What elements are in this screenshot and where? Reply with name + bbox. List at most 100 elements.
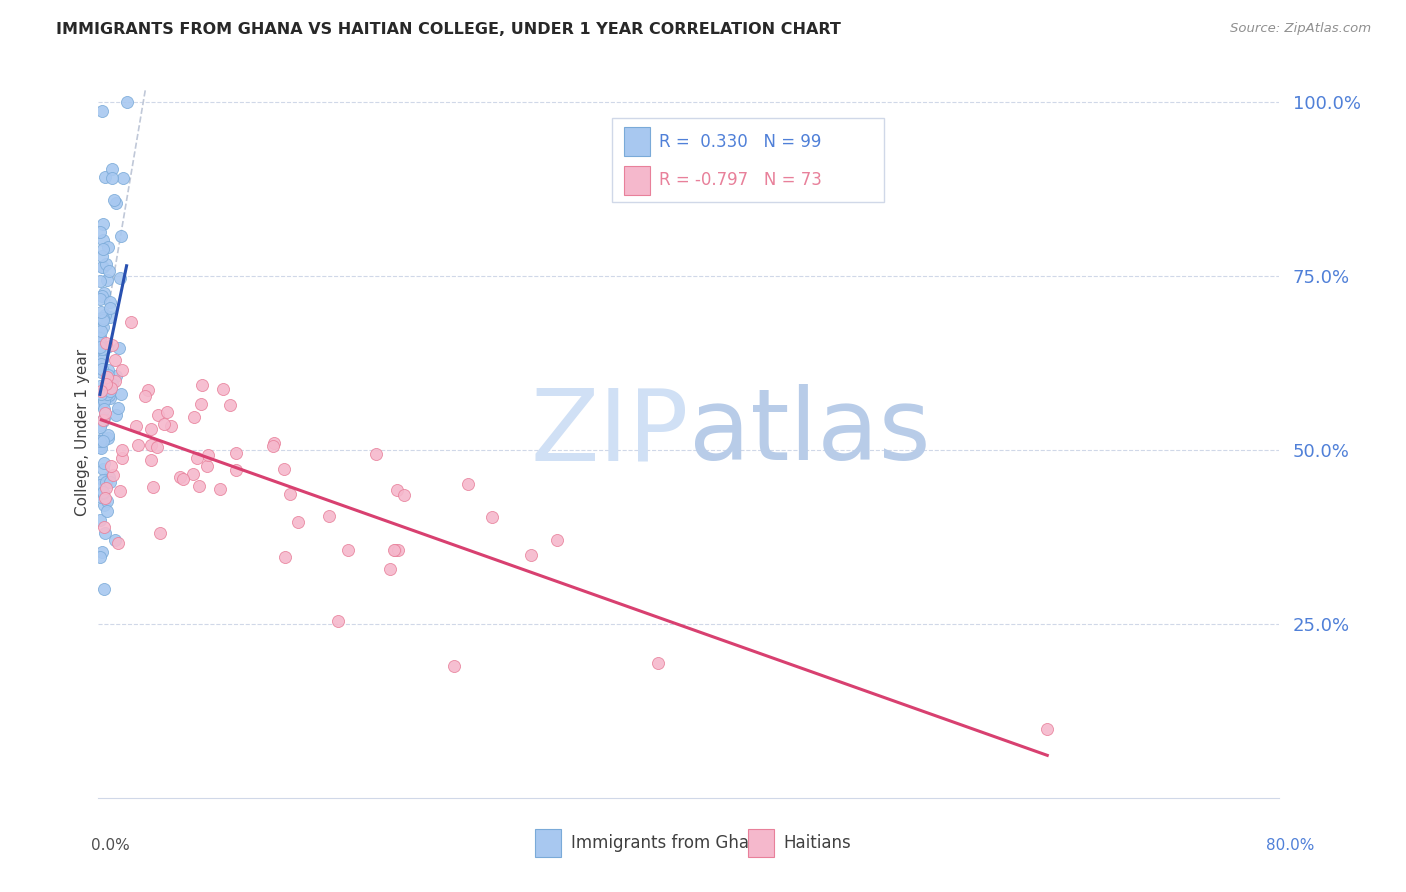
FancyBboxPatch shape bbox=[536, 829, 561, 857]
Point bbox=[385, 483, 408, 497]
Point bbox=[90, 396, 112, 410]
Point bbox=[97, 240, 120, 254]
Point bbox=[141, 437, 163, 451]
Text: Immigrants from Ghana: Immigrants from Ghana bbox=[571, 834, 769, 852]
Point bbox=[90, 324, 112, 338]
Point bbox=[94, 475, 117, 489]
Point bbox=[93, 462, 115, 476]
Point bbox=[89, 420, 111, 434]
Point bbox=[110, 229, 132, 244]
Point bbox=[89, 292, 111, 306]
Point bbox=[91, 484, 114, 499]
Point bbox=[146, 408, 169, 422]
Point bbox=[89, 513, 111, 527]
Point bbox=[105, 369, 128, 384]
Point bbox=[108, 342, 131, 356]
Point bbox=[97, 363, 120, 377]
Point bbox=[384, 542, 406, 557]
Point bbox=[336, 543, 359, 558]
Point bbox=[89, 348, 111, 362]
Point bbox=[94, 308, 117, 322]
Text: Source: ZipAtlas.com: Source: ZipAtlas.com bbox=[1230, 22, 1371, 36]
Point bbox=[103, 468, 125, 483]
Point bbox=[110, 386, 132, 401]
Point bbox=[191, 377, 214, 392]
Point bbox=[103, 533, 125, 547]
Point bbox=[380, 562, 402, 576]
Point bbox=[89, 340, 111, 354]
Point bbox=[125, 418, 148, 433]
Point bbox=[263, 436, 285, 450]
Point bbox=[98, 264, 121, 278]
Point bbox=[89, 438, 111, 452]
Point bbox=[93, 456, 115, 470]
Point bbox=[91, 391, 114, 405]
Point bbox=[1036, 722, 1059, 736]
Point bbox=[273, 461, 295, 475]
Point bbox=[97, 390, 120, 404]
Point bbox=[97, 432, 120, 446]
Point bbox=[93, 389, 115, 403]
Point bbox=[90, 386, 112, 401]
Point bbox=[387, 543, 409, 558]
Point bbox=[112, 171, 135, 186]
Point bbox=[91, 342, 114, 356]
Point bbox=[96, 257, 118, 271]
Point bbox=[91, 260, 114, 274]
Point bbox=[96, 494, 118, 508]
Point bbox=[90, 352, 112, 367]
Text: Haitians: Haitians bbox=[783, 834, 851, 852]
Point bbox=[91, 260, 114, 274]
Point bbox=[90, 545, 112, 559]
Point bbox=[328, 614, 350, 628]
Point bbox=[93, 582, 115, 597]
Point bbox=[91, 434, 114, 449]
Point bbox=[94, 336, 117, 351]
Point bbox=[93, 401, 115, 416]
Y-axis label: College, Under 1 year: College, Under 1 year bbox=[75, 349, 90, 516]
Point bbox=[110, 451, 132, 466]
Point bbox=[101, 161, 124, 176]
Point bbox=[195, 459, 218, 474]
Point bbox=[94, 526, 117, 541]
Point bbox=[91, 233, 114, 247]
FancyBboxPatch shape bbox=[624, 127, 650, 156]
Point bbox=[219, 398, 242, 412]
Point bbox=[382, 543, 405, 558]
Point bbox=[104, 195, 127, 210]
Point bbox=[96, 386, 118, 401]
Point bbox=[366, 447, 388, 461]
Point bbox=[90, 357, 112, 371]
Point bbox=[96, 340, 118, 354]
Point bbox=[94, 406, 117, 420]
Point bbox=[457, 476, 479, 491]
Point bbox=[96, 428, 118, 442]
Point bbox=[100, 381, 122, 395]
Text: 80.0%: 80.0% bbox=[1267, 838, 1315, 853]
Point bbox=[278, 487, 301, 501]
Point bbox=[96, 504, 118, 518]
Text: 0.0%: 0.0% bbox=[91, 838, 131, 853]
Point bbox=[149, 525, 172, 540]
Point bbox=[111, 363, 134, 377]
Point bbox=[104, 352, 127, 367]
Point bbox=[111, 443, 134, 458]
Point bbox=[98, 384, 121, 399]
Point bbox=[89, 379, 111, 393]
Point bbox=[98, 475, 121, 489]
Point bbox=[190, 397, 212, 411]
Point bbox=[93, 286, 115, 301]
Point bbox=[156, 405, 179, 419]
Point bbox=[169, 470, 191, 484]
Point bbox=[107, 401, 129, 415]
Point bbox=[89, 359, 111, 373]
Point bbox=[101, 171, 124, 186]
Point bbox=[136, 384, 159, 398]
Point bbox=[120, 315, 142, 329]
Point bbox=[101, 337, 124, 351]
Point bbox=[172, 472, 194, 486]
Point bbox=[91, 217, 114, 231]
FancyBboxPatch shape bbox=[748, 829, 773, 857]
Point bbox=[91, 413, 114, 427]
Point bbox=[392, 488, 415, 502]
